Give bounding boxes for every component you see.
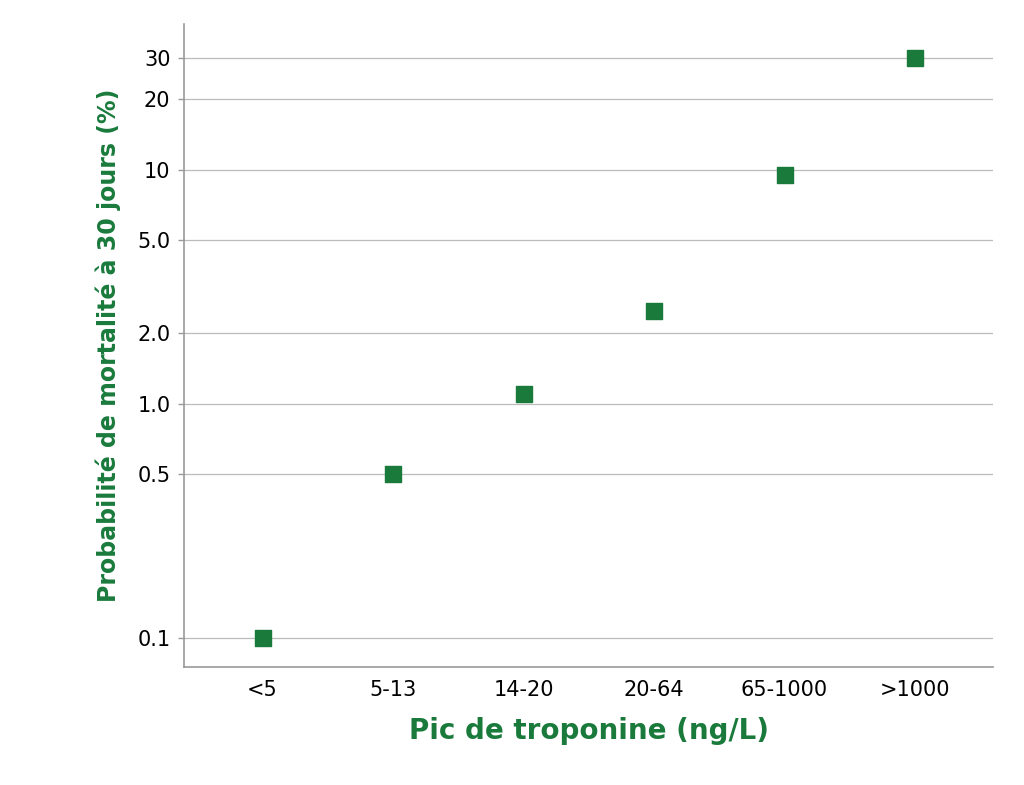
Point [515, 388, 531, 400]
X-axis label: Pic de troponine (ng/L): Pic de troponine (ng/L) [409, 717, 769, 745]
Point [646, 305, 663, 317]
Y-axis label: Probabilité de mortalité à 30 jours (%): Probabilité de mortalité à 30 jours (%) [95, 89, 121, 602]
Point [385, 468, 401, 480]
Point [776, 169, 793, 181]
Point [254, 632, 270, 644]
Point [907, 52, 924, 64]
